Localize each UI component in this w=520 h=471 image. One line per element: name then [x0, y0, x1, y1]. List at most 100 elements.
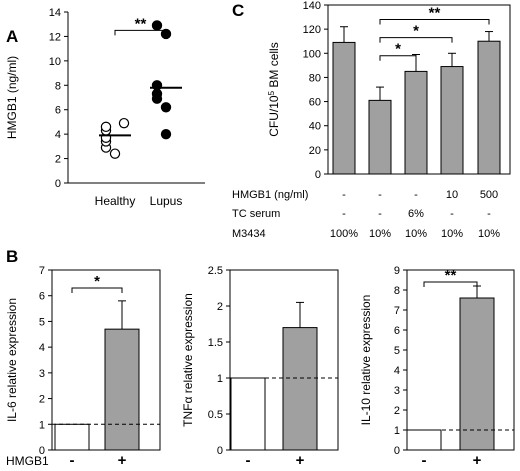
y-tick-label: 0: [315, 169, 321, 181]
x-label-plus: +: [473, 452, 482, 469]
bar-hmgb1: [282, 327, 318, 451]
y-tick-label: 2: [39, 394, 45, 406]
data-point-open: [118, 117, 130, 129]
data-point-filled: [151, 20, 163, 31]
y-tick-label: 14: [49, 7, 61, 19]
significance-marker: *: [413, 23, 419, 40]
y-tick-label: 6: [394, 325, 400, 337]
bar: [477, 40, 501, 175]
y-tick-label: 60: [309, 97, 321, 109]
y-tick-label: 5: [39, 316, 45, 328]
condition-cell: -: [414, 189, 418, 201]
y-tick-label: 4: [55, 129, 61, 141]
y-tick-label: 8: [394, 285, 400, 297]
y-tick-label: 4: [39, 342, 45, 354]
y-tick-label: 1: [217, 373, 223, 385]
bar-hmgb1: [104, 328, 140, 451]
significance-bracket: [71, 287, 123, 293]
y-axis-title-part: relative expression: [181, 293, 195, 396]
x-label-minus: -: [246, 452, 251, 469]
y-tick-label: 0.5: [208, 409, 223, 421]
condition-cell: 10: [446, 189, 458, 201]
significance-marker: **: [135, 15, 147, 32]
y-axis-title: IL-10 relative expression: [359, 295, 373, 426]
data-point-open: [109, 148, 121, 159]
panel-letter-c: C: [232, 1, 244, 20]
bar-control: [406, 429, 442, 451]
bar-control: [54, 423, 90, 451]
y-tick-label: 7: [394, 305, 400, 317]
y-tick-label: 3: [39, 368, 45, 380]
data-point-filled: [160, 102, 172, 113]
y-tick-label: 7: [39, 265, 45, 277]
y-tick-label: 140: [303, 0, 321, 12]
y-tick-label: 0: [55, 178, 61, 190]
y-tick-label: 3: [394, 385, 400, 397]
bar: [332, 41, 356, 175]
y-tick-label: 0: [217, 445, 223, 457]
y-tick-label: 9: [394, 265, 400, 277]
condition-cell: -: [378, 189, 382, 201]
y-tick-label: 12: [49, 31, 61, 43]
y-tick-label: 1: [39, 419, 45, 431]
significance-marker: **: [429, 4, 441, 21]
y-tick-label: 2: [394, 405, 400, 417]
condition-cell: 500: [480, 189, 498, 201]
chart-b-tnfa: 0 0.5 1 1.5 2 2.5 TNFα relative expression - +: [181, 265, 339, 469]
y-tick-label: 80: [309, 72, 321, 84]
significance-bracket: [423, 281, 478, 287]
data-point-filled: [160, 128, 172, 140]
y-tick-label: 6: [39, 291, 45, 303]
y-tick-label: 5: [394, 345, 400, 357]
y-axis-title: CFU/105 BM cells: [267, 42, 281, 136]
y-axis-title: TNFα relative expression: [181, 293, 195, 427]
significance-bracket: [379, 37, 453, 43]
condition-cell: 10%: [405, 228, 427, 240]
y-axis-title-part: CFU/10: [267, 95, 281, 137]
y-tick-label: 120: [303, 24, 321, 36]
x-label-plus: +: [118, 452, 127, 469]
significance-bracket: [379, 18, 490, 25]
condition-row-label: HMGB1 (ng/ml): [232, 189, 308, 201]
chart-b-il10: 0 1 2 3 4 5 6 7 8 9 IL-10 relative expression ** - +: [359, 265, 515, 469]
y-tick-label: 1.5: [208, 337, 223, 349]
y-tick-label: 2: [217, 301, 223, 313]
condition-row-label: M3434: [232, 228, 266, 240]
y-axis-title-sup: 5: [267, 90, 276, 95]
y-axis-title-greek: α: [181, 397, 195, 404]
y-tick-label: 0: [39, 445, 45, 457]
hmgb1-row-label: HMGB1: [6, 454, 49, 468]
condition-cell: -: [342, 189, 346, 201]
chart-b-il6: 0 1 2 3 4 5 6 7 IL-6 relative expression * - + HMGB1: [5, 265, 161, 469]
significance-bracket: [379, 55, 417, 61]
data-point-open: [100, 121, 112, 133]
y-axis-title-part: BM cells: [267, 42, 281, 91]
bar-control: [230, 377, 266, 451]
data-point-filled: [151, 88, 163, 100]
y-tick-label: 0: [394, 445, 400, 457]
y-tick-label: 10: [49, 56, 61, 68]
condition-cell: 10%: [478, 228, 500, 240]
chart-a-hmgb1-levels: 0 2 4 6 8 10 12 14 HMGB1 (ng/ml) Healthy Lupus **: [5, 7, 205, 208]
x-label-plus: +: [296, 452, 305, 469]
bar: [404, 70, 428, 175]
significance-marker: *: [94, 273, 100, 290]
y-tick-label: 1: [394, 425, 400, 437]
panel-letter-a: A: [6, 27, 18, 46]
y-tick-label: 100: [303, 48, 321, 60]
category-label: Healthy: [95, 194, 136, 208]
condition-cell: -: [342, 208, 346, 220]
panel-letter-b: B: [6, 247, 18, 266]
condition-cell: 10%: [441, 228, 463, 240]
significance-marker: *: [395, 41, 401, 58]
significance-marker: **: [445, 267, 457, 284]
condition-row-label: TC serum: [232, 208, 280, 220]
y-tick-label: 40: [309, 121, 321, 133]
y-tick-label: 2: [55, 154, 61, 166]
y-axis-title: HMGB1 (ng/ml): [5, 56, 19, 139]
bar: [440, 66, 464, 175]
y-axis-title-part: TNF: [181, 404, 195, 427]
condition-cell: 100%: [330, 228, 358, 240]
condition-cell: 10%: [369, 228, 391, 240]
